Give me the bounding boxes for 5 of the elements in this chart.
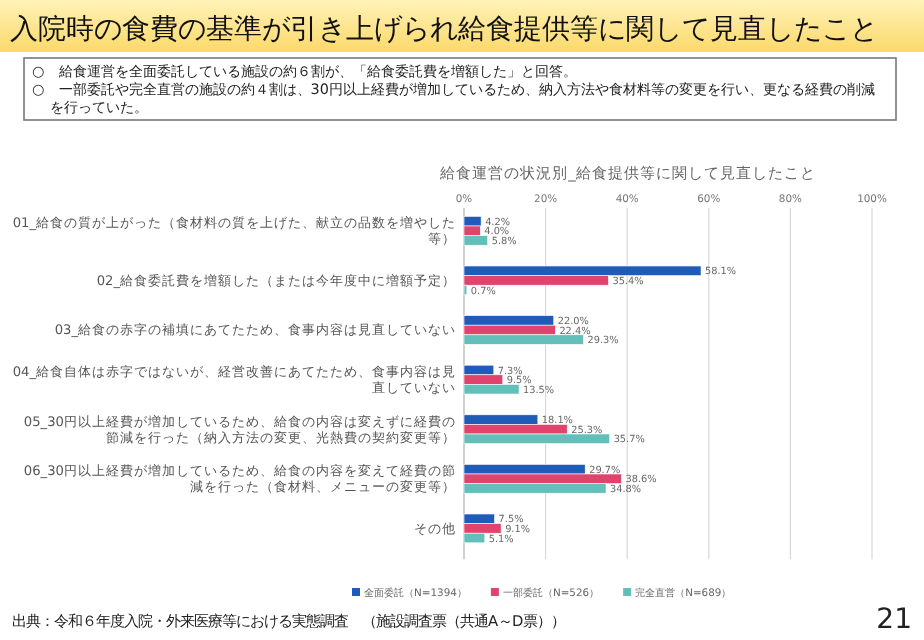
bar <box>463 364 495 376</box>
bar <box>463 216 482 227</box>
bar <box>463 315 555 326</box>
text: 21 <box>876 604 912 636</box>
chart-title: 入院時の食費の基準が引き上げられ給食提供等に関して見直したこと <box>10 14 878 46</box>
